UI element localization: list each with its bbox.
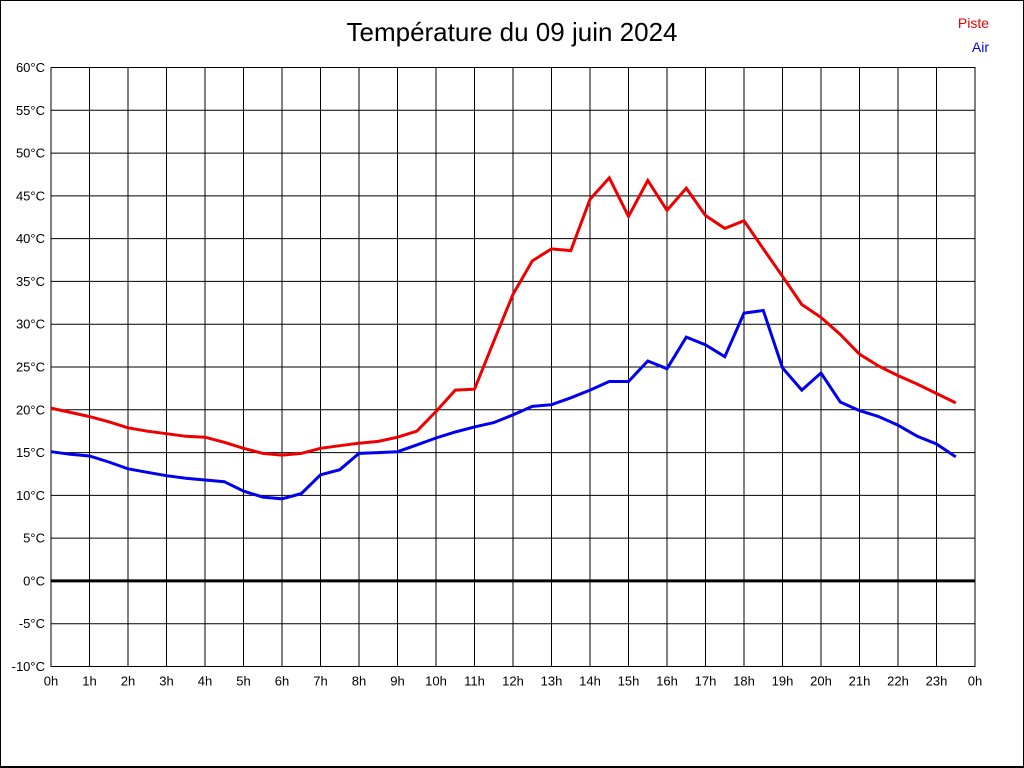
legend-item-piste: Piste: [957, 15, 989, 31]
y-tick-label: 25°C: [16, 360, 45, 375]
x-tick-label: 18h: [733, 674, 755, 689]
x-tick-label: 7h: [313, 674, 327, 689]
chart-title: Température du 09 juin 2024: [346, 17, 678, 47]
chart-legend: Piste Air: [958, 11, 989, 59]
series-line-piste: [50, 175, 957, 457]
y-tick-label: 15°C: [16, 445, 45, 460]
x-tick-label: 20h: [810, 674, 832, 689]
x-tick-label: 13h: [541, 674, 563, 689]
y-tick-label: 20°C: [16, 402, 45, 417]
x-tick-label: 16h: [656, 674, 678, 689]
x-tick-label: 8h: [352, 674, 366, 689]
y-tick-label: -5°C: [19, 616, 45, 631]
x-tick-label: 11h: [464, 674, 485, 689]
x-tick-label: 0h: [968, 674, 982, 689]
plot-frame: [50, 67, 976, 667]
x-tick-label: 5h: [236, 674, 250, 689]
y-tick-label: 10°C: [16, 488, 45, 503]
x-tick-label: 6h: [275, 674, 289, 689]
y-tick-label: 30°C: [16, 317, 45, 332]
y-tick-label: -10°C: [12, 659, 45, 674]
x-tick-label: 15h: [618, 674, 640, 689]
x-tick-label: 10h: [425, 674, 447, 689]
x-tick-label: 9h: [390, 674, 404, 689]
x-tick-label: 14h: [579, 674, 601, 689]
x-tick-label: 3h: [159, 674, 173, 689]
y-tick-label: 55°C: [16, 103, 45, 118]
y-tick-label: 50°C: [16, 146, 45, 161]
y-tick-label: 45°C: [16, 188, 45, 203]
x-tick-label: 1h: [82, 674, 96, 689]
x-tick-label: 23h: [926, 674, 948, 689]
x-tick-label: 12h: [502, 674, 524, 689]
x-tick-label: 0h: [44, 674, 58, 689]
y-tick-label: 0°C: [23, 573, 45, 588]
legend-item-air: Air: [971, 39, 989, 55]
y-tick-label: 5°C: [23, 531, 45, 546]
x-tick-label: 22h: [887, 674, 909, 689]
y-tick-label: 60°C: [16, 60, 45, 75]
x-tick-label: 4h: [198, 674, 212, 689]
x-tick-label: 19h: [772, 674, 794, 689]
x-tick-label: 17h: [695, 674, 717, 689]
x-tick-label: 2h: [121, 674, 135, 689]
y-tick-label: 40°C: [16, 231, 45, 246]
series-line-air: [50, 308, 957, 501]
y-tick-label: 35°C: [16, 274, 45, 289]
x-tick-label: 21h: [849, 674, 871, 689]
